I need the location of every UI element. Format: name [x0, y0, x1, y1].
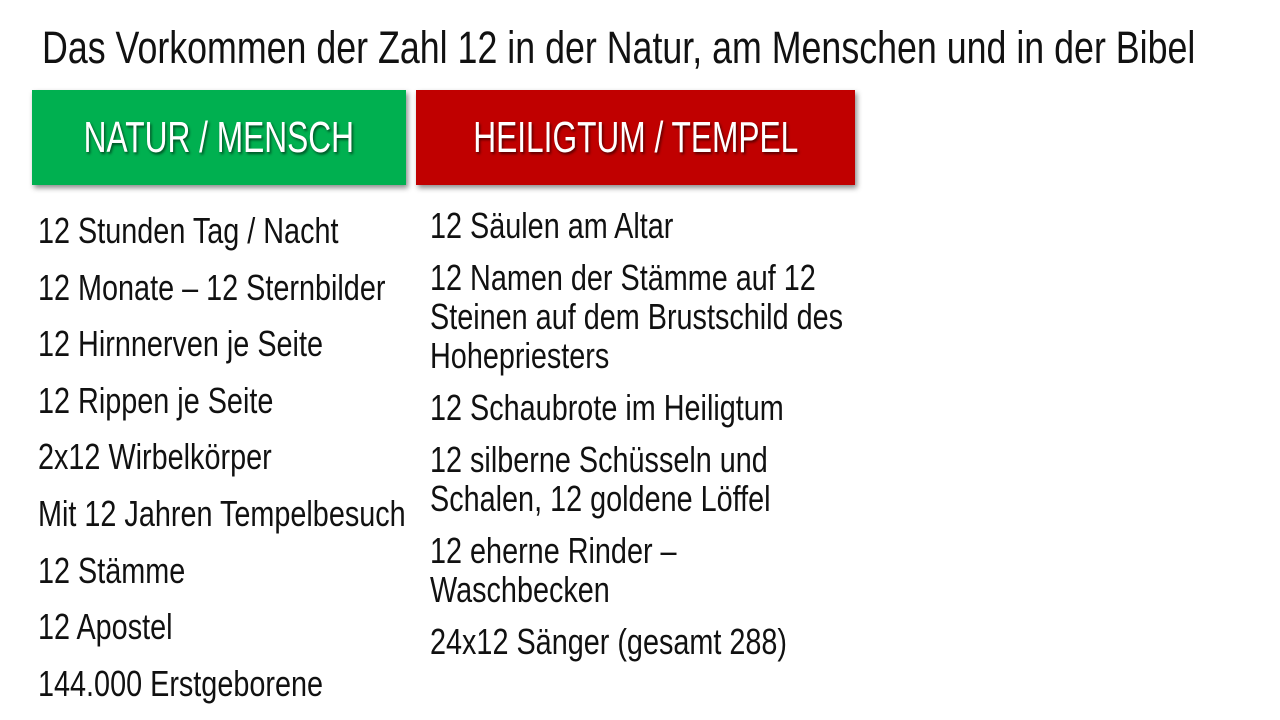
- natur-list-item-text: 12 Stunden Tag / Nacht: [38, 210, 339, 251]
- natur-list-item: Mit 12 Jahren Tempelbesuch: [38, 494, 498, 533]
- tempel-list-item-line: Waschbecken: [430, 569, 610, 610]
- natur-list-item-text: Mit 12 Jahren Tempelbesuch: [38, 493, 406, 534]
- slide-title: Das Vorkommen der Zahl 12 in der Natur, …: [42, 22, 1280, 74]
- natur-list-item: 12 Stunden Tag / Nacht: [38, 211, 414, 250]
- tempel-list-item-line: Schalen, 12 goldene Löffel: [430, 478, 771, 519]
- natur-list-item: 2x12 Wirbelkörper: [38, 437, 330, 476]
- heiligtum-tempel-header-text: HEILIGTUM / TEMPEL: [472, 112, 799, 162]
- natur-list-item-text: 12 Hirnnerven je Seite: [38, 323, 323, 365]
- natur-list-item-text: 144.000 Erstgeborene: [38, 662, 324, 704]
- tempel-list-item-line: 12 Namen der Stämme auf 12: [430, 257, 816, 298]
- tempel-list-item-line: 24x12 Sänger (gesamt 288): [430, 621, 788, 662]
- tempel-list-item: 12 Namen der Stämme auf 12 Steinen auf de…: [430, 258, 946, 375]
- natur-list-item-text: 12 Monate – 12 Sternbilder: [38, 266, 386, 308]
- tempel-list-item-line: 12 eherne Rinder –: [430, 530, 677, 571]
- tempel-list-item: 12 Schaubrote im Heiligtum: [430, 388, 872, 427]
- natur-list-item: 12 Hirnnerven je Seite: [38, 324, 394, 363]
- natur-list-item-text: 12 Rippen je Seite: [38, 379, 274, 421]
- natur-list-item-text: 12 Apostel: [38, 606, 173, 648]
- natur-list-item: 12 Apostel: [38, 607, 206, 646]
- tempel-list-item-line: 12 silberne Schüsseln und: [430, 439, 768, 480]
- tempel-list-item: 24x12 Sänger (gesamt 288): [430, 622, 876, 661]
- natur-mensch-header: NATUR / MENSCH: [32, 90, 406, 185]
- tempel-list-item-line: 12 Schaubrote im Heiligtum: [430, 387, 784, 428]
- natur-list-item: 144.000 Erstgeborene: [38, 664, 394, 703]
- slide-title-text: Das Vorkommen der Zahl 12 in der Natur, …: [42, 22, 1196, 73]
- tempel-list-item-line: 12 Säulen am Altar: [430, 205, 674, 246]
- tempel-list-item: 12 silberne Schüsseln und Schalen, 12 gol…: [430, 440, 856, 518]
- natur-list-item: 12 Stämme: [38, 551, 222, 590]
- tempel-list-item: 12 Säulen am Altar: [430, 206, 734, 245]
- tempel-list-item: 12 eherne Rinder – Waschbecken: [430, 531, 738, 609]
- natur-mensch-header-text: NATUR / MENSCH: [83, 112, 355, 162]
- natur-list-item: 12 Rippen je Seite: [38, 381, 332, 420]
- tempel-list-item-line: Steinen auf dem Brustschild des: [430, 296, 844, 337]
- natur-list-item-text: 2x12 Wirbelkörper: [38, 436, 272, 478]
- natur-list-item: 12 Monate – 12 Sternbilder: [38, 268, 472, 307]
- natur-list-item-text: 12 Stämme: [38, 549, 186, 591]
- tempel-list-item-line: Hohepriesters: [430, 335, 610, 376]
- heiligtum-tempel-header: HEILIGTUM / TEMPEL: [416, 90, 855, 185]
